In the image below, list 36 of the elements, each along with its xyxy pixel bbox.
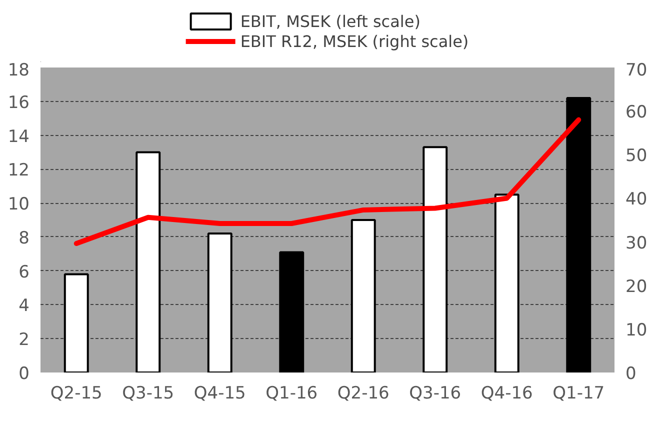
y2-tick-label: 10 — [626, 320, 648, 340]
y-tick-label: 18 — [8, 60, 30, 80]
y2-tick-label: 20 — [626, 276, 648, 297]
legend-label: EBIT R12, MSEK (right scale) — [240, 32, 469, 50]
bar — [136, 151, 161, 372]
bar — [422, 146, 448, 372]
x-tick-label: Q2-16 — [337, 384, 390, 404]
y-tick-label: 8 — [18, 228, 30, 248]
y2-tick-label: 30 — [626, 233, 648, 254]
y-tick-label: 12 — [8, 160, 30, 181]
x-tick-label: Q1-17 — [552, 384, 605, 404]
x-tick-label: Q4-15 — [194, 384, 246, 404]
y2-tick-label: 0 — [626, 364, 636, 384]
y2-tick-label: 70 — [626, 60, 648, 80]
x-tick-label: Q1-16 — [266, 384, 318, 404]
y-tick-label: 4 — [18, 296, 30, 316]
bar — [350, 219, 376, 372]
x-tick-label: Q4-16 — [480, 384, 533, 404]
bar — [64, 273, 89, 372]
y2-tick-label: 40 — [626, 190, 648, 210]
y-tick-label: 14 — [8, 126, 30, 147]
legend-label: EBIT, MSEK (left scale) — [240, 12, 420, 30]
bar — [279, 251, 304, 372]
y-tick-label: 16 — [8, 92, 30, 113]
x-tick-label: Q3-16 — [409, 384, 462, 404]
bar — [566, 97, 592, 372]
x-tick-label: Q2-15 — [50, 384, 102, 404]
bar — [207, 232, 232, 372]
y-tick-label: 10 — [8, 194, 30, 215]
x-tick-label: Q3-15 — [122, 384, 174, 404]
y2-tick-label: 50 — [626, 146, 648, 166]
y2-tick-label: 60 — [626, 102, 648, 123]
y-tick-label: 2 — [18, 330, 30, 350]
bar — [494, 194, 520, 372]
y-tick-label: 6 — [18, 262, 30, 282]
y-tick-label: 0 — [18, 364, 30, 384]
